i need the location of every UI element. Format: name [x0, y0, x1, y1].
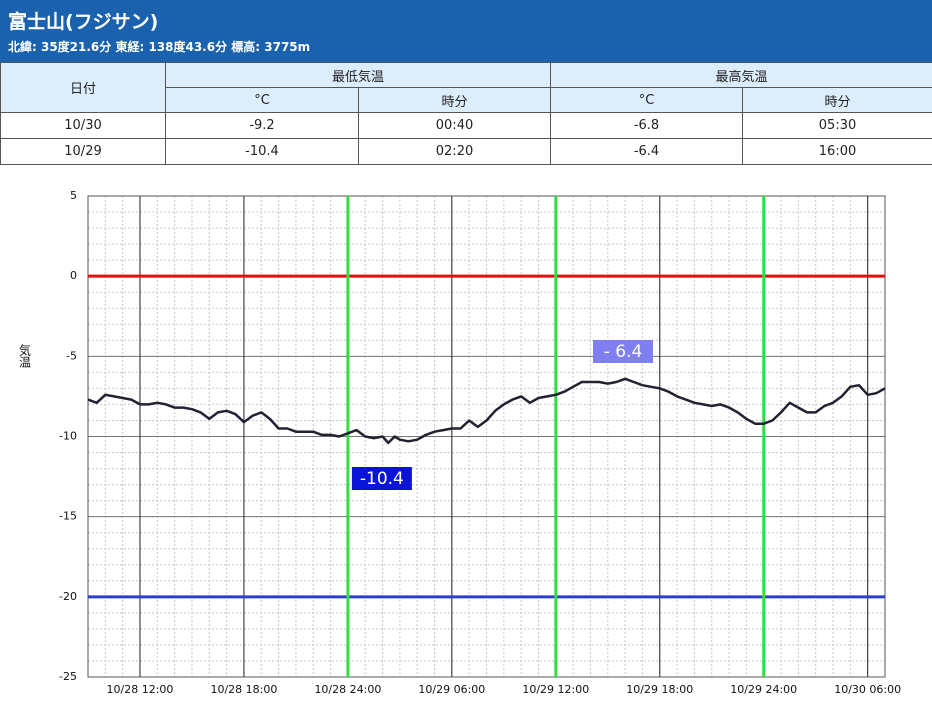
annotation: -10.4	[351, 467, 412, 490]
header-cell: °C	[165, 87, 359, 113]
y-tick-label: -25	[59, 670, 77, 683]
x-tick-label: 10/29 06:00	[418, 683, 485, 696]
cell: -6.4	[550, 138, 744, 165]
y-tick-label: 5	[70, 189, 77, 202]
header-cell: 最高気温	[550, 62, 932, 88]
cell: 16:00	[742, 138, 932, 165]
header-cell: 時分	[742, 87, 932, 113]
annotation-box	[351, 467, 412, 490]
x-tick-label: 10/29 18:00	[626, 683, 693, 696]
plot-frame	[87, 195, 886, 678]
cell: 10/29	[0, 138, 166, 165]
y-tick-label: -5	[66, 349, 77, 362]
x-tick-label: 10/30 06:00	[834, 683, 901, 696]
x-tick-label: 10/28 12:00	[107, 683, 174, 696]
summary-table: 日付 最低気温 最高気温 °C 時分 °C 時分 10/30 -9.2 00:40-…	[0, 62, 932, 165]
cell: -10.4	[165, 138, 359, 165]
subtitle: 北緯: 35度21.6分 東経: 138度43.6分 標高: 3775m	[8, 40, 311, 54]
y-tick-label: -20	[59, 590, 77, 603]
temperature-line	[87, 377, 886, 445]
cell: -6.8	[550, 112, 744, 139]
annotation-text: - 6.4	[604, 342, 643, 362]
y-tick-label: -15	[59, 510, 77, 523]
header-cell: 時分	[357, 87, 552, 113]
header-cell: 最低気温	[164, 62, 552, 88]
title: 富士山(フジサン)	[8, 11, 159, 33]
x-tick-label: 10/28 24:00	[314, 683, 381, 696]
x-tick-label: 10/29 12:00	[522, 683, 589, 696]
x-tick-label: 10/29 24:00	[730, 683, 797, 696]
header-cell: °C	[550, 87, 744, 113]
y-axis-label: 気温	[18, 343, 32, 368]
header-cell: 日付	[0, 62, 166, 113]
header: 富士山(フジサン) 北緯: 35度21.6分 東経: 138度43.6分 標高:…	[0, 0, 932, 62]
y-tick-label: 0	[70, 269, 77, 282]
cell: 05:30	[742, 112, 932, 139]
x-tick-label: 10/28 18:00	[210, 683, 277, 696]
y-tick-label: -10	[59, 430, 77, 443]
cell: -9.2	[165, 112, 359, 139]
chart: 気温 -25 -20 -15 -10 -5 0 5 10/28 12:00 10/28 18:0…	[18, 189, 902, 696]
cell: 02:20	[357, 138, 552, 165]
annotation-text: -10.4	[360, 469, 404, 489]
annotation-box	[593, 340, 653, 363]
annotation: - 6.4	[593, 340, 653, 363]
cell: 00:40	[357, 112, 552, 139]
cell: 10/30	[0, 112, 166, 139]
